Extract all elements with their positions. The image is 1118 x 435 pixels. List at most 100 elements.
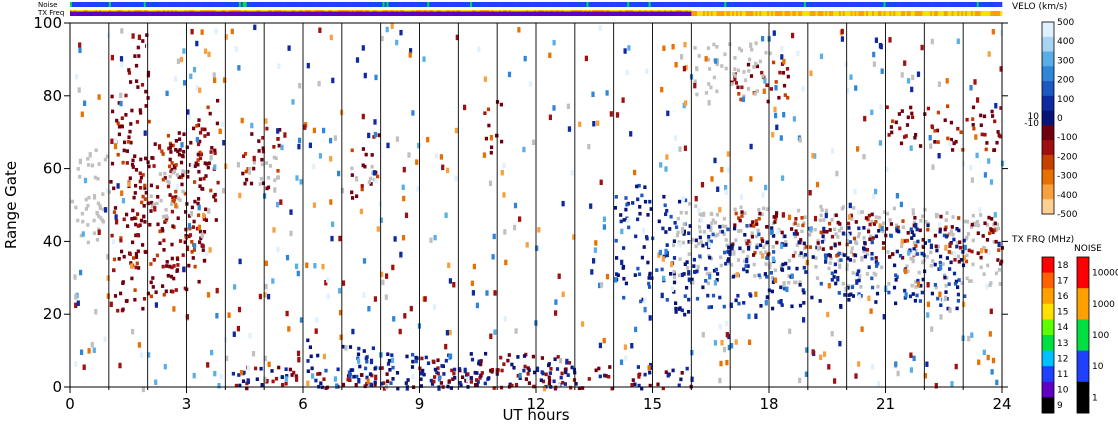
data-cell (138, 223, 142, 228)
txfreq-bar-cell (190, 11, 193, 16)
txfreq-bar-cell (155, 10, 158, 12)
txfreq-bar-cell (172, 11, 176, 16)
data-cell (894, 120, 898, 125)
data-cell (74, 205, 78, 210)
data-cell (237, 65, 241, 71)
data-cell (207, 161, 211, 166)
data-cell (845, 263, 849, 267)
data-cell (650, 276, 654, 280)
data-cell (921, 245, 926, 249)
data-cell (734, 211, 738, 216)
data-cell (295, 175, 299, 181)
data-cell (139, 157, 143, 162)
data-cell (715, 278, 719, 282)
data-cell (976, 97, 980, 103)
noise-bar-cell (128, 2, 131, 7)
txfreq-bar-cell (765, 11, 768, 16)
txfreq-bar-cell (786, 11, 789, 16)
data-cell (937, 153, 941, 159)
data-cell (131, 208, 135, 213)
data-cell (761, 239, 765, 243)
data-cell (190, 163, 194, 169)
data-cell (664, 212, 668, 217)
noise-tick-label: 10 (1092, 362, 1104, 372)
data-cell (247, 171, 252, 175)
data-cell (265, 126, 269, 131)
data-cell (926, 301, 930, 308)
txfreq-bar-cell (772, 11, 776, 16)
data-cell (976, 251, 980, 256)
data-cell (951, 232, 955, 237)
data-cell (725, 332, 729, 338)
txfreq-bar-cell (914, 11, 917, 16)
data-cell (104, 207, 108, 213)
data-cell (554, 310, 558, 316)
data-cell (923, 241, 927, 245)
data-cell (889, 125, 893, 129)
noise-bar-cell (879, 2, 882, 7)
txfreq-bar-cell (301, 10, 304, 12)
txfreq-bar-cell (669, 10, 673, 12)
data-cell (208, 247, 212, 253)
data-cell (901, 219, 905, 223)
data-cell (156, 222, 160, 227)
data-cell (361, 163, 365, 168)
data-cell (227, 312, 231, 318)
txfreq-bar-cell (332, 11, 335, 16)
data-cell (485, 290, 489, 296)
txfreq-bar-cell (532, 10, 535, 12)
data-cell (479, 373, 483, 378)
data-cell (284, 367, 288, 372)
txfreq-bar-cell (308, 11, 312, 16)
data-cell (245, 177, 249, 182)
txfreq-bar-cell (916, 11, 919, 16)
data-cell (175, 269, 179, 273)
txfreq-swatch (1042, 303, 1054, 320)
noise-bar-cell (221, 2, 224, 7)
txfreq-bar-cell (382, 11, 385, 16)
noise-bar-cell (906, 2, 910, 7)
data-cell (187, 263, 191, 268)
txfreq-bar-cell (106, 11, 110, 16)
noise-bar-cell (555, 2, 558, 7)
txfreq-bar-cell (221, 11, 224, 16)
noise-bar-cell (753, 2, 756, 7)
txfreq-bar-cell (829, 11, 832, 16)
data-cell (746, 87, 751, 91)
data-cell (382, 387, 386, 391)
noise-bar-cell (178, 2, 181, 7)
noise-bar-cell (200, 2, 203, 7)
data-cell (885, 227, 889, 231)
data-cell (920, 251, 924, 256)
txfreq-bar-cell (468, 11, 471, 16)
noise-bar-cell (141, 2, 145, 7)
txfreq-bar-cell (623, 10, 626, 12)
data-cell (594, 240, 598, 246)
noise-bar-cell (392, 2, 395, 7)
data-cell (132, 256, 136, 260)
txfreq-bar-cell (264, 11, 267, 16)
data-cell (267, 361, 271, 368)
txfreq-bar-cell (110, 10, 114, 12)
data-cell (181, 189, 185, 194)
data-cell (80, 211, 84, 216)
data-cell (685, 366, 689, 371)
data-cell (212, 72, 216, 78)
data-cell (850, 285, 854, 290)
txfreq-bar-cell (205, 10, 209, 12)
data-cell (448, 278, 452, 284)
data-cell (820, 208, 824, 212)
data-cell (855, 279, 859, 285)
data-cell (634, 234, 638, 239)
data-cell (894, 361, 898, 367)
noise-bar-cell (450, 2, 453, 7)
data-cell (202, 230, 207, 234)
txfreq-bar-cell (662, 10, 665, 12)
data-cell (716, 272, 720, 276)
data-cell (386, 362, 391, 366)
data-cell (798, 280, 802, 284)
txfreq-bar-cell (679, 10, 682, 12)
data-cell (910, 230, 914, 235)
data-cell (367, 132, 371, 139)
